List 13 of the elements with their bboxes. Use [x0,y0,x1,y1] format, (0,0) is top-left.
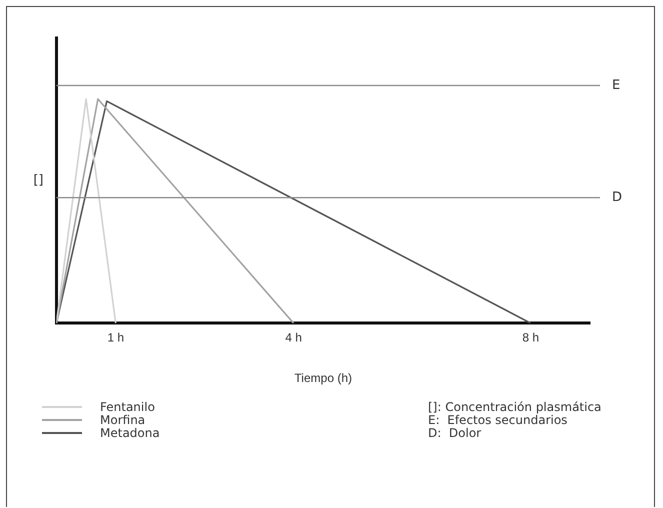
legend-label: Morfina [100,412,146,426]
y-axis-title: [] [33,172,44,188]
text: E: Efectos secundarios [428,413,568,427]
x-tick-label: 8 h [522,330,540,345]
text: []: Concentración plasmática [428,400,602,414]
x-axis-title: Tiempo (h) [294,371,352,386]
x-tick-label: 4 h [285,330,302,345]
ref-line-label: E [612,78,620,93]
legend-label: Fentanilo [100,400,155,414]
text: D: Dolor [428,426,482,440]
x-tick-label: 1 h [107,330,124,345]
legend-label: Metadona [100,426,160,440]
ref-line-label: D [612,190,622,206]
